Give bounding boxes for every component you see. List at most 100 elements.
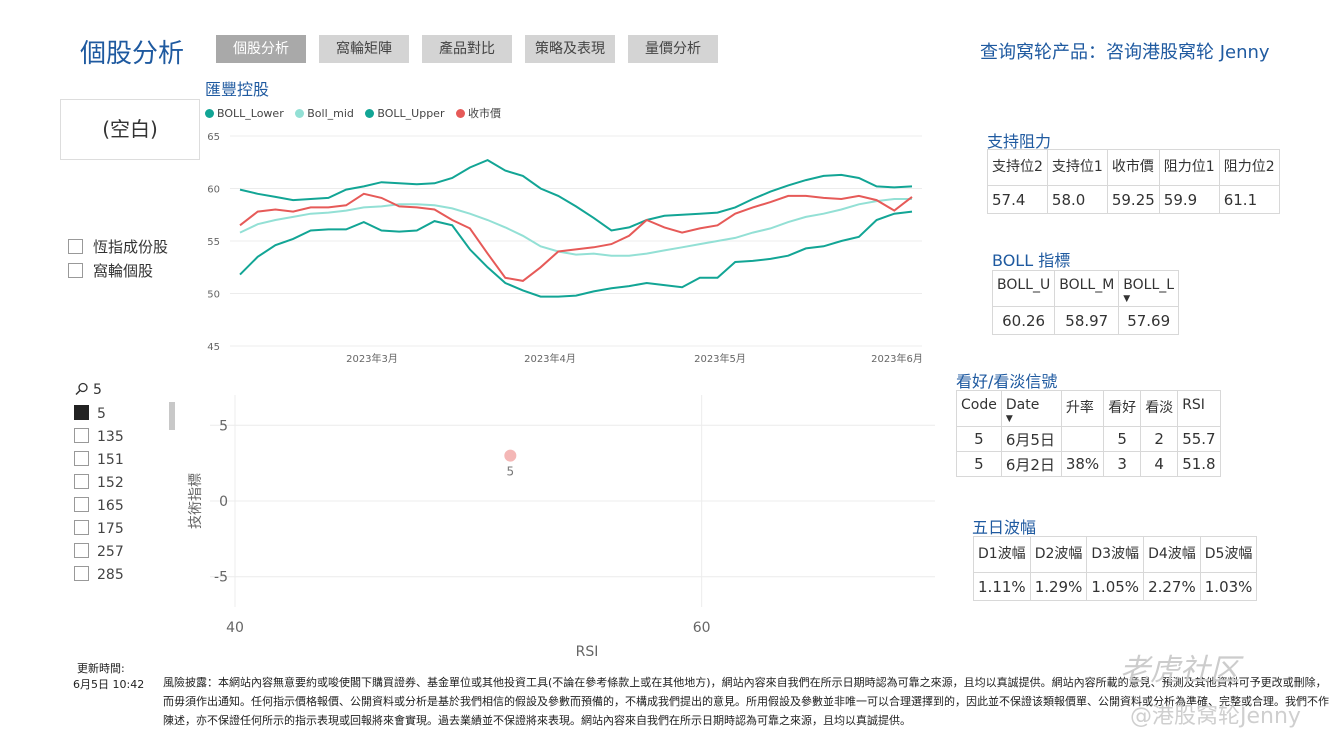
query-warrant-link[interactable]: 查询窝轮产品：咨询港股窝轮 Jenny [980, 42, 1270, 63]
y-tick-label: 50 [207, 290, 220, 301]
stock-name: 匯豐控股 [205, 80, 270, 99]
table-cell: 57.69 [1118, 306, 1180, 335]
checkbox-icon[interactable] [74, 543, 89, 558]
checkbox-icon[interactable] [74, 520, 89, 535]
table-header[interactable]: BOLL_L ▼ [1118, 270, 1180, 307]
table-header[interactable]: 看淡 [1140, 390, 1179, 427]
table-header[interactable]: D4波幅 [1143, 536, 1201, 573]
checkbox-icon[interactable] [68, 239, 83, 254]
list-item[interactable]: 135 [74, 426, 177, 449]
sort-desc-icon[interactable]: ▼ [1005, 414, 1013, 424]
slicer-scrollbar[interactable] [169, 402, 175, 430]
table-cell: 61.1 [1218, 185, 1280, 214]
checkbox-icon[interactable] [74, 566, 89, 581]
table-header[interactable]: 支持位1 [1046, 149, 1108, 186]
table-header[interactable]: 阻力位2 [1218, 149, 1280, 186]
filter-warrant-stocks[interactable]: 窩輪個股 [68, 260, 153, 281]
update-label: 更新時間: [77, 662, 125, 675]
table-header[interactable]: Code [956, 390, 1002, 427]
checkbox-icon[interactable] [74, 451, 89, 466]
y-tick-label: 5 [219, 418, 228, 434]
filter-hsi-constituents[interactable]: 恆指成份股 [68, 236, 168, 257]
legend-dot-icon [455, 109, 465, 118]
table-cell: 38% [1060, 451, 1105, 477]
slicer-search-value[interactable]: 5 [93, 382, 102, 398]
legend-item[interactable]: Boll_mid [295, 107, 354, 120]
list-item[interactable]: 5 [74, 403, 177, 426]
filter-label: 窩輪個股 [93, 262, 154, 280]
table-cell: 58.0 [1046, 185, 1108, 214]
boll-line-chart[interactable]: 45 50 55 60 65 2023年3月 2023年4月 2023年5月 2023年6月 [200, 122, 930, 372]
table-cell: 57.4 [987, 185, 1048, 214]
tab-product-compare[interactable]: 產品對比 [422, 35, 512, 63]
legend-dot-icon [365, 109, 375, 118]
checkbox-icon[interactable] [74, 497, 89, 512]
support-resistance-title: 支持阻力 [987, 132, 1052, 151]
checkbox-icon[interactable] [68, 263, 83, 278]
tab-warrant-matrix[interactable]: 窩輪矩陣 [319, 35, 409, 63]
list-item[interactable]: 165 [74, 495, 177, 518]
legend-dot-icon [205, 109, 214, 118]
table-cell: 51.8 [1177, 451, 1221, 477]
table-row: 5 6月2日 38% 3 4 51.8 [956, 451, 1221, 477]
tab-volume-price[interactable]: 量價分析 [628, 35, 718, 63]
list-item[interactable]: 285 [74, 564, 177, 587]
tab-stock-analysis[interactable]: 個股分析 [216, 35, 306, 63]
signals-title: 看好/看淡信號 [956, 372, 1058, 391]
y-tick-label: 0 [219, 494, 228, 510]
legend-item[interactable]: 收市價 [455, 107, 501, 120]
table-header[interactable]: 看好 [1103, 390, 1142, 427]
y-tick-label: 55 [207, 237, 220, 248]
filter-label: 恆指成份股 [93, 238, 169, 256]
checkbox-icon[interactable] [74, 474, 89, 489]
table-header[interactable]: 收市價 [1106, 149, 1160, 186]
table-cell [1060, 426, 1105, 452]
table-row: 5 6月5日 5 2 55.7 [956, 426, 1221, 452]
table-header[interactable]: 升率 [1060, 390, 1105, 427]
blank-card: (空白) [60, 99, 200, 160]
boll-table: BOLL_U BOLL_M BOLL_L ▼ 60.26 58.97 57.69 [991, 270, 1180, 335]
table-header[interactable]: 支持位2 [987, 149, 1048, 186]
tab-strategy-performance[interactable]: 策略及表現 [525, 35, 615, 63]
support-resistance-table: 支持位2 支持位1 收市價 阻力位1 阻力位2 57.4 58.0 59.25 … [987, 149, 1280, 214]
legend-item[interactable]: BOLL_Lower [205, 107, 284, 120]
series-line-1 [239, 198, 912, 257]
table-header[interactable]: RSI [1177, 390, 1221, 427]
legend-item[interactable]: BOLL_Upper [365, 107, 444, 120]
table-cell: 1.11% [973, 572, 1031, 601]
table-cell: 6月5日 [1000, 426, 1062, 452]
table-header[interactable]: Date ▼ [1000, 390, 1062, 427]
series-line-2 [239, 158, 913, 232]
table-header[interactable]: D2波幅 [1029, 536, 1088, 573]
x-tick-label: 60 [693, 620, 711, 636]
table-header[interactable]: 阻力位1 [1158, 149, 1220, 186]
table-cell: 59.25 [1106, 185, 1160, 214]
table-header[interactable]: BOLL_M [1054, 270, 1120, 307]
update-time: 6月5日 10:42 [73, 678, 145, 691]
list-item[interactable]: 257 [74, 541, 177, 564]
signals-table: Code Date ▼ 升率 看好 看淡 RSI 5 6月5日 5 2 55.7 … [956, 390, 1221, 477]
table-header[interactable]: BOLL_U [991, 270, 1056, 307]
x-tick-label: 2023年3月 [346, 352, 398, 365]
table-row: 1.11% 1.29% 1.05% 2.27% 1.03% [973, 572, 1258, 601]
table-cell: 58.97 [1054, 306, 1120, 335]
volatility-title: 五日波幅 [972, 518, 1037, 537]
slicer-search[interactable]: 5 [75, 382, 102, 398]
list-item[interactable]: 175 [74, 518, 177, 541]
table-header[interactable]: D5波幅 [1199, 536, 1258, 573]
table-cell: 6月2日 [1000, 451, 1062, 477]
table-row: 60.26 58.97 57.69 [991, 306, 1180, 335]
point-label: 5 [507, 465, 515, 479]
watermark-author: @港股窝轮Jenny [1130, 704, 1301, 729]
y-tick-label: 45 [207, 342, 220, 353]
table-header[interactable]: D1波幅 [973, 536, 1031, 573]
rsi-scatter-chart[interactable]: 5 0 -5 40 60 RSI 技術指標 5 [180, 385, 940, 665]
table-cell: 2.27% [1143, 572, 1201, 601]
checkbox-checked-icon[interactable] [74, 405, 89, 420]
table-cell: 1.05% [1086, 572, 1145, 601]
sort-desc-icon[interactable]: ▼ [1123, 294, 1131, 304]
list-item[interactable]: 152 [74, 472, 177, 495]
table-header[interactable]: D3波幅 [1086, 536, 1145, 573]
list-item[interactable]: 151 [74, 449, 177, 472]
checkbox-icon[interactable] [74, 428, 89, 443]
